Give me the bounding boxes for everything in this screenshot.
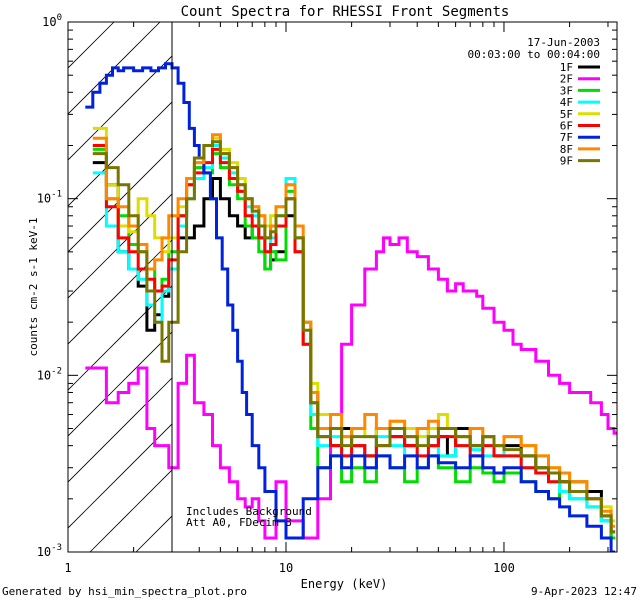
hatch-line bbox=[68, 285, 173, 391]
y-tick-label: 100 bbox=[42, 13, 62, 29]
series-layer bbox=[85, 62, 617, 552]
legend-label: 3F bbox=[560, 84, 573, 97]
annotation-background: Includes Background bbox=[186, 505, 312, 518]
chart-title: Count Spectra for RHESSI Front Segments bbox=[181, 4, 510, 20]
legend-time-range: 00:03:00 to 00:04:00 bbox=[468, 48, 600, 61]
hatch-line bbox=[68, 101, 173, 207]
footer-timestamp: 9-Apr-2023 12:47 bbox=[531, 585, 637, 598]
hatch-line bbox=[68, 377, 173, 483]
hatch-line bbox=[68, 147, 173, 253]
series-6F bbox=[92, 144, 616, 534]
y-tick-label: 10-2 bbox=[37, 366, 62, 382]
x-axis-label: Energy (keV) bbox=[301, 577, 388, 591]
hatch-line bbox=[68, 239, 173, 345]
legend: 17-Jun-2003 00:03:00 to 00:04:00 1F2F3F4… bbox=[468, 36, 600, 168]
hatch-line bbox=[68, 22, 161, 115]
annotation-attenuator: Att A0, FDecim 3 bbox=[186, 516, 292, 529]
legend-label: 2F bbox=[560, 73, 573, 86]
hatch-line bbox=[68, 55, 173, 161]
y-axis-label: counts cm-2 s-1 keV-1 bbox=[27, 217, 40, 356]
y-tick-label: 10-3 bbox=[37, 543, 62, 559]
series-2F bbox=[85, 236, 617, 540]
legend-label: 5F bbox=[560, 108, 573, 121]
x-tick-label: 10 bbox=[279, 561, 293, 575]
plot-frame bbox=[67, 21, 618, 553]
x-tick-label: 100 bbox=[493, 561, 515, 575]
series-7F bbox=[85, 62, 616, 552]
series-9F bbox=[92, 140, 616, 534]
legend-label: 6F bbox=[560, 120, 573, 133]
hatch-line bbox=[68, 423, 173, 529]
x-tick-label: 1 bbox=[64, 561, 71, 575]
legend-label: 1F bbox=[560, 61, 573, 74]
hatch-line bbox=[68, 331, 173, 437]
hatch-line bbox=[68, 22, 115, 69]
legend-label: 7F bbox=[560, 131, 573, 144]
legend-label: 4F bbox=[560, 96, 573, 109]
footer-generated: Generated by hsi_min_spectra_plot.pro bbox=[2, 585, 247, 598]
series-8F bbox=[92, 133, 616, 528]
legend-label: 8F bbox=[560, 143, 573, 156]
hatched-region bbox=[68, 22, 173, 552]
legend-date: 17-Jun-2003 bbox=[527, 36, 600, 49]
legend-label: 9F bbox=[560, 155, 573, 168]
y-tick-label: 10-1 bbox=[37, 190, 62, 206]
series-3F bbox=[92, 147, 616, 540]
hatch-line bbox=[68, 193, 173, 299]
axes: 1 10 100 10-3 10-2 10-1 100 counts cm-2 s-1 keV… bbox=[27, 13, 618, 575]
